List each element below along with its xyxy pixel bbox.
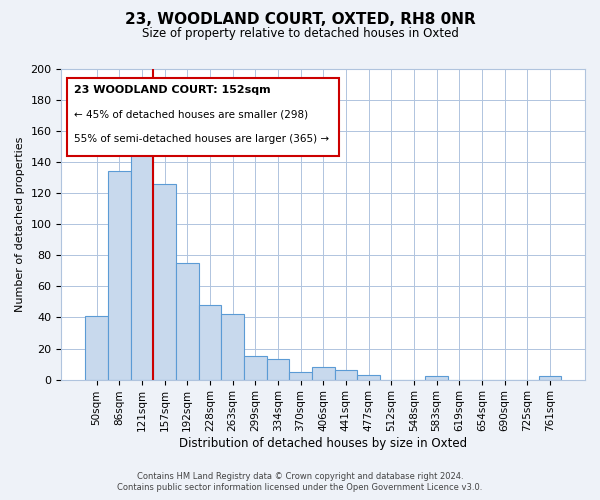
- Bar: [176, 263, 199, 380]
- Text: ← 45% of detached houses are smaller (298): ← 45% of detached houses are smaller (29…: [74, 110, 308, 120]
- Bar: [425, 376, 448, 380]
- Text: Contains HM Land Registry data © Crown copyright and database right 2024.: Contains HM Land Registry data © Crown c…: [137, 472, 463, 481]
- Bar: [199, 305, 221, 380]
- Bar: [108, 172, 131, 380]
- Text: 23 WOODLAND COURT: 152sqm: 23 WOODLAND COURT: 152sqm: [74, 84, 271, 94]
- Y-axis label: Number of detached properties: Number of detached properties: [15, 136, 25, 312]
- Bar: [539, 376, 561, 380]
- Bar: [289, 372, 312, 380]
- Bar: [266, 360, 289, 380]
- Text: 55% of semi-detached houses are larger (365) →: 55% of semi-detached houses are larger (…: [74, 134, 329, 144]
- Text: Contains public sector information licensed under the Open Government Licence v3: Contains public sector information licen…: [118, 484, 482, 492]
- Bar: [312, 367, 335, 380]
- Bar: [244, 356, 266, 380]
- X-axis label: Distribution of detached houses by size in Oxted: Distribution of detached houses by size …: [179, 437, 467, 450]
- Bar: [153, 184, 176, 380]
- Bar: [357, 375, 380, 380]
- Text: 23, WOODLAND COURT, OXTED, RH8 0NR: 23, WOODLAND COURT, OXTED, RH8 0NR: [125, 12, 475, 28]
- Text: Size of property relative to detached houses in Oxted: Size of property relative to detached ho…: [142, 28, 458, 40]
- FancyBboxPatch shape: [67, 78, 339, 156]
- Bar: [85, 316, 108, 380]
- Bar: [335, 370, 357, 380]
- Bar: [131, 142, 153, 380]
- Bar: [221, 314, 244, 380]
